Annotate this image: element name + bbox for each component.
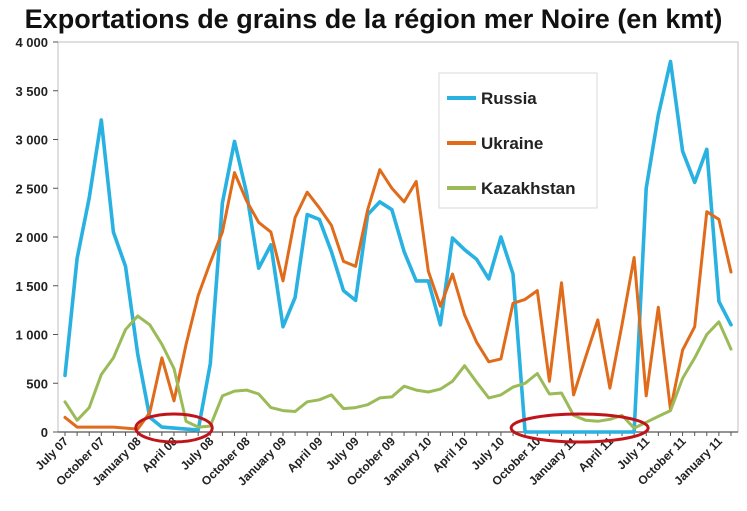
- y-tick-label: 2 500: [15, 181, 48, 196]
- series-line-ukraine: [63, 168, 733, 431]
- legend-label-ukraine: Ukraine: [481, 134, 543, 153]
- x-tick-label: April 10: [430, 434, 471, 475]
- y-axis: 0 500 1 000 1 500 2 000 2 500 3 000 3 500 4 000: [15, 35, 58, 440]
- series-lines: [63, 59, 733, 434]
- series-line-russia: [63, 59, 733, 434]
- y-tick-label: 500: [26, 376, 48, 391]
- legend-label-russia: Russia: [481, 89, 537, 108]
- x-tick-label: April 09: [284, 434, 325, 475]
- y-tick-label: 3 500: [15, 84, 48, 99]
- y-tick-label: 1 500: [15, 279, 48, 294]
- legend-box: [438, 72, 598, 209]
- y-tick-label: 0: [41, 425, 48, 440]
- y-tick-label: 4 000: [15, 35, 48, 50]
- highlight-ellipse-2: [509, 412, 650, 444]
- legend-label-kazakhstan: Kazakhstan: [481, 179, 575, 198]
- highlight-ellipse-1: [134, 412, 214, 444]
- y-tick-label: 3 000: [15, 133, 48, 148]
- annotations: [134, 412, 650, 444]
- chart-title: Exportations de grains de la région mer …: [24, 4, 723, 34]
- legend: Russia Ukraine Kazakhstan: [438, 72, 598, 209]
- y-tick-label: 2 000: [15, 230, 48, 245]
- y-tick-label: 1 000: [15, 328, 48, 343]
